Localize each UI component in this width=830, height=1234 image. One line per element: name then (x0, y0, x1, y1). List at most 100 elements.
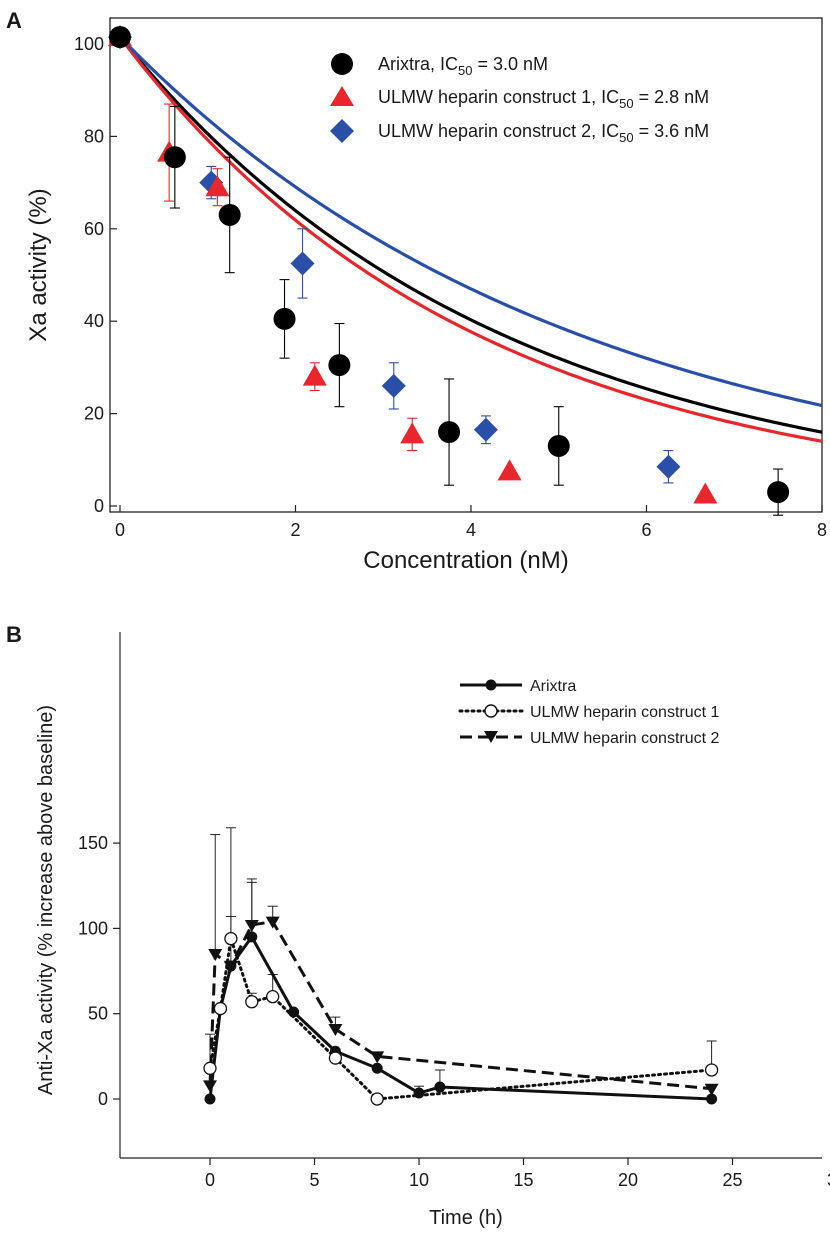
data-point (706, 1093, 718, 1105)
legend-b-construct1: ULMW heparin construct 1 (458, 704, 720, 721)
legend-a-arixtra-text: Arixtra, IC50 = 3.0 nM (378, 54, 548, 78)
data-point (203, 1080, 217, 1093)
legend-a-construct1-marker (330, 86, 354, 106)
panel-b-line-arixtra (208, 935, 712, 1101)
panel-a-fit-curves (118, 35, 823, 443)
panel-a-y-axis-label: Xa activity (%) (25, 188, 52, 341)
data-point (497, 459, 522, 481)
data-point (273, 307, 296, 330)
panel-b-series-arixtra (204, 931, 718, 1105)
panel-b-series-ulmw-heparin-construct-2 (203, 916, 719, 1096)
data-point (400, 422, 425, 444)
data-point (266, 989, 280, 1004)
legend-a-construct1: ULMW heparin construct 1, IC50 = 2.8 nM (330, 86, 709, 111)
data-point (547, 434, 570, 457)
panel-b-x-tick-label: 0 (205, 1170, 215, 1190)
panel-a-y-tick-label: 100 (74, 34, 104, 54)
panel-b-y-tick-label: 100 (78, 918, 108, 938)
legend-b-arixtra-name: Arixtra (530, 678, 576, 695)
panel-b-label: B (6, 622, 22, 647)
legend-a-arixtra-ic: IC (440, 54, 458, 74)
legend-a-construct1-text: ULMW heparin construct 1, IC50 = 2.8 nM (378, 87, 709, 111)
panel-a-fit-ulmw-heparin-construct-2 (118, 35, 823, 408)
data-point (223, 960, 238, 973)
legend-a-construct1-ic-sub: 50 (619, 96, 633, 111)
data-point (244, 919, 259, 932)
data-point (370, 1092, 384, 1106)
data-point (302, 364, 327, 386)
data-point (213, 1001, 228, 1016)
data-point (288, 1006, 300, 1018)
panel-a-points (108, 25, 790, 516)
panel-a-y-tick-label: 20 (84, 404, 104, 424)
panel-a-label: A (6, 8, 22, 33)
legend-b-arixtra-marker (485, 679, 497, 691)
data-point (245, 995, 259, 1009)
data-point (413, 1087, 425, 1099)
data-point (208, 948, 223, 961)
panel-b-error-bars (205, 827, 717, 1094)
panel-b-series-ulmw-heparin-construct-1 (203, 931, 719, 1106)
panel-a-y-tick-label: 80 (84, 126, 104, 146)
panel-a-fit-arixtra (118, 36, 823, 434)
panel-a-x-tick-label: 0 (115, 520, 125, 540)
legend-a-arixtra-name: Arixtra (378, 54, 431, 74)
legend-b-construct1-marker (484, 704, 498, 718)
panel-b: B 0 5 10 15 20 25 30 0 50 100 150 Time (h) Anti-Xa… (6, 622, 830, 1229)
legend-b-construct1-name: ULMW heparin construct 1 (530, 704, 720, 721)
legend-b-construct2-marker (484, 731, 498, 743)
data-point (290, 251, 315, 276)
panel-b-x-tick-label: 30 (827, 1170, 830, 1190)
panel-a-legend: Arixtra, IC50 = 3.0 nM ULMW heparin cons… (330, 53, 709, 145)
panel-a-x-axis-label: Concentration (nM) (363, 547, 568, 574)
panel-a-y-tick-label: 60 (84, 219, 104, 239)
data-point (205, 175, 230, 197)
data-point (381, 373, 406, 398)
panel-a-x-tick-label: 6 (641, 520, 651, 540)
data-point (109, 26, 131, 49)
panel-b-x-tick-label: 10 (409, 1170, 429, 1190)
data-point (438, 421, 461, 444)
legend-a-construct2: ULMW heparin construct 2, IC50 = 3.6 nM (330, 119, 709, 145)
legend-a-arixtra-ic-sub: 50 (458, 63, 472, 78)
panel-b-x-tick-label: 5 (309, 1170, 319, 1190)
panel-b-legend: Arixtra ULMW heparin construct 1 ULMW he… (458, 678, 720, 747)
data-point (265, 916, 280, 929)
panel-a-series-arixtra (109, 26, 790, 516)
panel-b-ticks: 0 5 10 15 20 25 30 0 50 100 150 (78, 833, 830, 1190)
data-point (693, 482, 718, 504)
legend-b-construct2: ULMW heparin construct 2 (460, 730, 720, 747)
panel-b-lines (208, 920, 714, 1101)
data-point (704, 1063, 719, 1077)
legend-a-construct1-ic-value: = 2.8 nM (634, 87, 710, 107)
data-point (370, 1051, 385, 1064)
panel-a-x-tick-label: 8 (817, 520, 827, 540)
data-point (246, 931, 258, 943)
legend-a-construct2-name: ULMW heparin construct 2 (378, 121, 591, 141)
legend-b-construct2-name: ULMW heparin construct 2 (530, 730, 720, 747)
panel-a-fit-ulmw-heparin-construct-1 (118, 36, 823, 443)
legend-a-arixtra: Arixtra, IC50 = 3.0 nM (331, 53, 548, 78)
data-point (204, 1093, 216, 1105)
data-point (434, 1081, 446, 1093)
data-point (473, 417, 498, 442)
panel-b-y-axis-label: Anti-Xa activity (% increase above basel… (35, 705, 57, 1095)
data-point (704, 1083, 719, 1096)
panel-b-x-tick-label: 15 (513, 1170, 533, 1190)
legend-a-construct2-ic-value: = 3.6 nM (634, 121, 710, 141)
panel-a-x-tick-label: 4 (466, 520, 476, 540)
data-point (328, 1024, 343, 1037)
panel-b-points (203, 916, 719, 1106)
legend-a-construct1-ic: IC (601, 87, 619, 107)
panel-b-y-tick-label: 150 (78, 833, 108, 853)
data-point (371, 1062, 383, 1074)
panel-a-y-tick-label: 40 (84, 311, 104, 331)
legend-a-construct2-ic: IC (601, 121, 619, 141)
panel-b-x-tick-label: 25 (722, 1170, 742, 1190)
data-point (224, 931, 238, 946)
data-point (328, 354, 351, 377)
panel-b-x-axis-label: Time (h) (429, 1207, 503, 1229)
